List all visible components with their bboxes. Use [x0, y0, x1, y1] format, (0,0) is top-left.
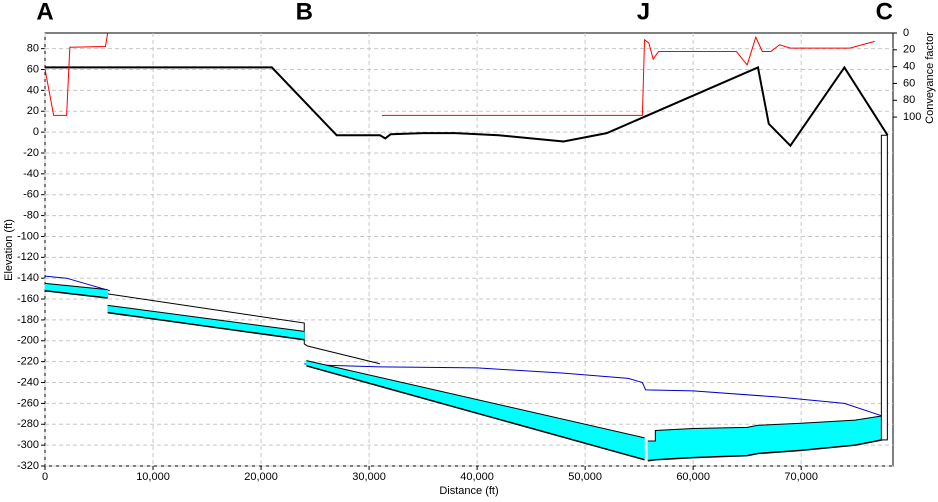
x-tick-label: 40,000 [460, 471, 494, 483]
x-tick-label: 20,000 [244, 471, 278, 483]
pipe-fill [746, 425, 759, 456]
y-tick-label: -320 [17, 460, 39, 472]
series-line [45, 65, 889, 148]
y-tick-label: -20 [23, 147, 39, 159]
station-label: C [876, 0, 893, 25]
y-tick-label: 60 [27, 63, 39, 75]
y2-tick-label: 40 [903, 61, 915, 73]
pipe-crown [44, 282, 883, 442]
y-tick-label: -240 [17, 376, 39, 388]
y-tick-label: -260 [17, 397, 39, 409]
series-line [44, 32, 875, 116]
y-tick-label: -220 [17, 356, 39, 368]
y-tick-label: -100 [17, 230, 39, 242]
y-tick-label: 20 [27, 105, 39, 117]
y-tick-label: -300 [17, 439, 39, 451]
y-tick-label: -280 [17, 418, 39, 430]
y-tick-label: -60 [23, 189, 39, 201]
series-line [44, 275, 883, 417]
plot-area [44, 32, 894, 467]
x-tick-label: 50,000 [568, 471, 602, 483]
station-label: B [296, 0, 313, 25]
pipe-invert [44, 289, 883, 462]
y2-axis-title: Conveyance factor [924, 32, 936, 124]
y-tick-label: 80 [27, 43, 39, 55]
x-tick-label: 0 [42, 471, 48, 483]
y-tick-label: -200 [17, 335, 39, 347]
y-tick-label: 0 [33, 126, 39, 138]
pipe-fill [757, 422, 802, 454]
x-tick-label: 70,000 [784, 471, 818, 483]
pipe-fill [647, 440, 656, 462]
y-tick-label: -80 [23, 209, 39, 221]
y-tick-label: -40 [23, 168, 39, 180]
x-tick-label: 60,000 [676, 471, 710, 483]
pipe-fill [692, 427, 748, 458]
station-label: J [637, 0, 650, 25]
y-tick-label: 40 [27, 84, 39, 96]
y-tick-label: -140 [17, 272, 39, 284]
y-axis-title: Elevation (ft) [3, 219, 15, 281]
shaft [880, 134, 888, 441]
y-tick-label: -180 [17, 314, 39, 326]
x-axis-title: Distance (ft) [439, 485, 498, 497]
y2-tick-label: 0 [903, 27, 909, 39]
y2-tick-label: 20 [903, 44, 915, 56]
y2-tick-label: 80 [903, 94, 915, 106]
y-tick-label: -120 [17, 251, 39, 263]
station-label: A [36, 0, 53, 25]
series-line [107, 293, 380, 365]
pipe-fill [655, 428, 694, 461]
x-tick-label: 30,000 [352, 471, 386, 483]
x-tick-label: 10,000 [136, 471, 170, 483]
y2-tick-label: 60 [903, 77, 915, 89]
y-tick-label: -160 [17, 293, 39, 305]
y2-tick-label: 100 [903, 111, 921, 123]
